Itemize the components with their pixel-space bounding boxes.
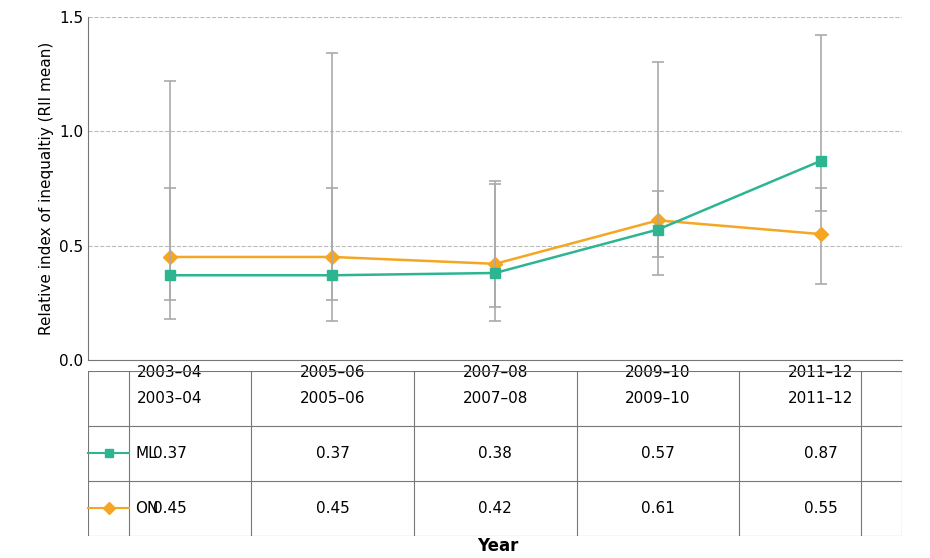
Text: 2003–04: 2003–04 — [137, 391, 203, 406]
Text: 0.38: 0.38 — [478, 446, 512, 461]
Text: 0.57: 0.57 — [641, 446, 675, 461]
Y-axis label: Relative index of inequaltiy (RII mean): Relative index of inequaltiy (RII mean) — [39, 42, 54, 335]
Text: 2009–10: 2009–10 — [625, 391, 691, 406]
Text: 2005–06: 2005–06 — [299, 391, 365, 406]
Text: 0.61: 0.61 — [641, 501, 675, 516]
Text: 2007–08: 2007–08 — [462, 391, 528, 406]
Text: Year: Year — [477, 537, 518, 555]
Text: 0.45: 0.45 — [315, 501, 350, 516]
Text: 0.37: 0.37 — [153, 446, 187, 461]
Text: 0.42: 0.42 — [478, 501, 512, 516]
Text: 0.55: 0.55 — [804, 501, 838, 516]
Text: ON: ON — [136, 501, 159, 516]
Text: 2011–12: 2011–12 — [788, 391, 854, 406]
Text: 0.87: 0.87 — [804, 446, 838, 461]
Text: 0.37: 0.37 — [315, 446, 350, 461]
Text: ML: ML — [136, 446, 157, 461]
Text: 0.45: 0.45 — [153, 501, 187, 516]
